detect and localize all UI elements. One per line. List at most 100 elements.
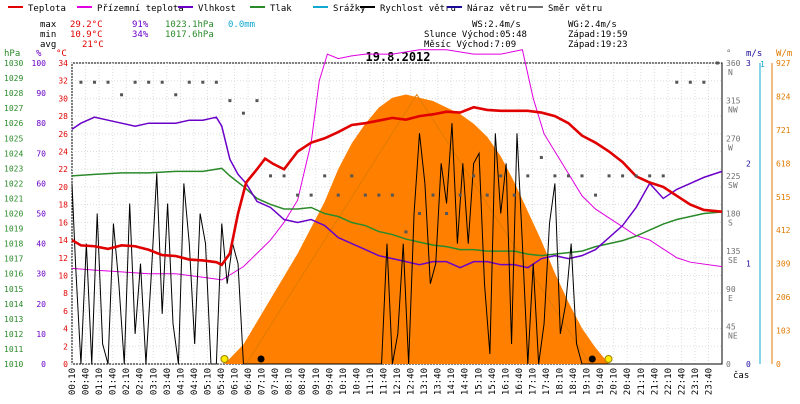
wind-direction-point-9 (201, 80, 205, 84)
x-tick-label-11: 05:40 (217, 368, 227, 395)
x-tick-label-35: 17:40 (542, 368, 552, 395)
wind-direction-point-32 (512, 193, 516, 197)
wind-direction-point-25 (417, 212, 421, 215)
plot-area (71, 49, 723, 365)
stats-min-label: min (40, 30, 56, 40)
info-moon: Měsíc Východ:7:09 (424, 40, 516, 50)
legend-label-3: Tlak (270, 4, 292, 14)
y-ms-top: 1 (760, 60, 765, 69)
wind-direction-point-7 (174, 93, 178, 97)
series-pressure-line (71, 167, 723, 257)
legend-label-1: Přízemní teplota (97, 4, 184, 14)
x-tick-label-7: 03:40 (163, 368, 173, 395)
y-dir-tick-3: 135 (726, 247, 741, 256)
stats-min-hum: 34% (132, 30, 149, 40)
x-tick-label-6: 03:10 (149, 368, 159, 395)
y-ms-tick-0: 0 (746, 360, 751, 369)
x-tick-label-14: 07:10 (258, 368, 268, 395)
x-tick-label-37: 18:40 (569, 368, 579, 395)
y-temp-tick-12: 24 (58, 148, 68, 157)
x-tick-label-24: 12:10 (393, 368, 403, 395)
y-pct-tick-5: 50 (36, 210, 46, 219)
wind-direction-point-42 (648, 174, 652, 178)
y-hpa-tick-11: 1021 (4, 194, 23, 203)
x-tick-label-19: 09:40 (325, 368, 335, 395)
wind-direction-point-0 (79, 80, 83, 84)
wind-direction-point-15 (282, 174, 286, 178)
y-dir-compass-6: W (728, 143, 733, 152)
y-hpa-tick-15: 1025 (4, 134, 23, 143)
wind-direction-point-24 (404, 230, 408, 234)
y-temp-tick-15: 30 (58, 94, 68, 103)
y-hpa-tick-1: 1011 (4, 345, 23, 354)
wind-direction-point-13 (255, 99, 259, 103)
x-tick-label-38: 19:10 (583, 368, 593, 395)
x-tick-label-44: 22:10 (664, 368, 674, 395)
y-wm-tick-2: 206 (776, 293, 791, 302)
unit-hpa: hPa (4, 49, 20, 59)
wind-direction-point-23 (390, 193, 394, 197)
x-tick-label-15: 07:40 (271, 368, 281, 395)
y-temp-tick-0: 0 (63, 360, 68, 369)
y-wm-tick-3: 309 (776, 260, 791, 269)
wind-direction-point-12 (241, 111, 245, 115)
wind-direction-point-8 (187, 80, 191, 84)
x-tick-label-43: 21:40 (650, 368, 660, 395)
y-hpa-tick-7: 1017 (4, 255, 23, 264)
legend-label-2: Vlhkost (198, 4, 236, 14)
wind-direction-point-30 (485, 193, 489, 197)
moonrise-icon (257, 355, 265, 363)
x-tick-label-21: 10:40 (352, 368, 362, 395)
wind-direction-point-28 (458, 193, 462, 197)
wind-direction-point-29 (472, 174, 476, 178)
x-tick-label-17: 08:40 (298, 368, 308, 395)
unit-dir: ° (726, 49, 731, 59)
wind-direction-point-31 (499, 174, 503, 178)
y-pct-tick-2: 20 (36, 300, 46, 309)
sunrise-icon (220, 355, 229, 363)
y-temp-tick-11: 22 (58, 165, 68, 174)
axis-units: hPa % °C ° m/s W/m čas (4, 49, 792, 381)
stats-max-temp: 29.2°C (70, 20, 103, 30)
x-tick-label-18: 09:10 (312, 368, 322, 395)
wind-direction-point-33 (526, 174, 530, 178)
y-temp-tick-1: 2 (63, 342, 68, 351)
y-dir-tick-6: 270 (726, 134, 741, 143)
stats-block: max 29.2°C 91% 1023.1hPa 0.0mm min 10.9°… (40, 20, 255, 50)
legend-label-4: Srážky (333, 4, 366, 14)
series-wind-speed-line (71, 123, 722, 365)
y-wm-tick-9: 927 (776, 59, 791, 68)
y-pct-tick-6: 60 (36, 179, 46, 188)
y-wm-tick-7: 721 (776, 126, 791, 135)
wind-direction-point-16 (296, 193, 300, 197)
y-wm-tick-6: 618 (776, 159, 791, 168)
wind-direction-point-10 (214, 80, 218, 84)
x-tick-label-12: 06:10 (231, 368, 241, 395)
y-wm-tick-8: 824 (776, 92, 791, 101)
stats-min-press: 1017.6hPa (165, 30, 214, 40)
y-temp-tick-7: 14 (58, 236, 68, 245)
x-tick-label-20: 10:10 (339, 368, 349, 395)
y-hpa-tick-0: 1010 (4, 360, 23, 369)
unit-temp: °C (56, 49, 67, 59)
info-moon-set: Západ:19:23 (568, 40, 628, 50)
x-tick-label-45: 22:40 (677, 368, 687, 395)
x-tick-label-1: 00:40 (82, 368, 92, 395)
y-pct-tick-9: 90 (36, 89, 46, 98)
x-tick-label-5: 02:40 (136, 368, 146, 395)
y-hpa-tick-9: 1019 (4, 225, 23, 234)
y-ms-tick-2: 2 (746, 159, 751, 168)
y-dir-compass-1: NE (728, 331, 738, 340)
y-temp-tick-16: 32 (58, 77, 68, 86)
wind-direction-point-26 (431, 193, 435, 197)
x-tick-label-27: 13:40 (434, 368, 444, 395)
stats-avg-temp: 21°C (82, 40, 104, 50)
y-dir-compass-3: SE (728, 256, 738, 265)
wind-direction-point-5 (147, 80, 151, 84)
legend-label-7: Směr větru (548, 4, 602, 14)
x-tick-label-26: 13:10 (420, 368, 430, 395)
x-tick-label-39: 19:40 (596, 368, 606, 395)
x-tick-label-31: 15:40 (488, 368, 498, 395)
y-dir-compass-4: S (728, 219, 733, 228)
x-tick-label-46: 23:10 (691, 368, 701, 395)
